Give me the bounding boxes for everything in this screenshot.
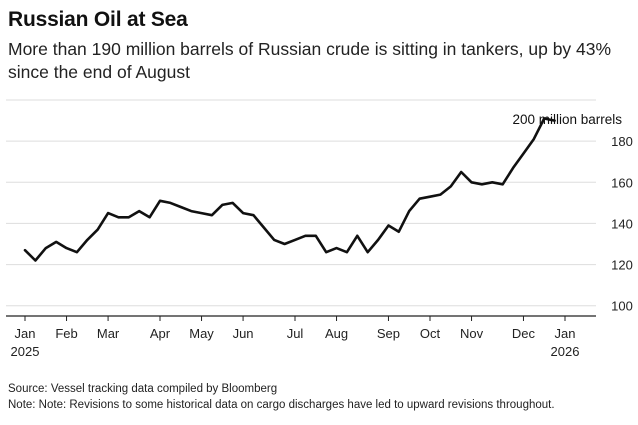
x-tick-label: Jul xyxy=(287,326,304,341)
y-tick-label: 160 xyxy=(611,175,633,190)
y-tick-label: 120 xyxy=(611,258,633,273)
chart-title: Russian Oil at Sea xyxy=(8,8,188,31)
chart-subtitle: More than 190 million barrels of Russian… xyxy=(8,39,612,82)
footnote: Note: Note: Revisions to some historical… xyxy=(8,399,555,411)
x-tick-label: Jan xyxy=(15,326,36,341)
x-tick-year-label: 2026 xyxy=(551,344,580,359)
y-axis-ticks: 100 120 140 160 180 xyxy=(611,134,633,314)
series-line xyxy=(23,117,556,262)
y-tick-label: 140 xyxy=(611,216,633,231)
x-tick-label: Oct xyxy=(420,326,441,341)
grid-lines xyxy=(6,99,596,307)
x-tick-label: Jan xyxy=(555,326,576,341)
source-note: Source: Vessel tracking data compiled by… xyxy=(8,383,278,395)
y-tick-label: 100 xyxy=(611,299,633,314)
x-tick-label: Mar xyxy=(97,326,120,341)
x-tick-label: Sep xyxy=(377,326,400,341)
x-tick-label: Dec xyxy=(512,326,536,341)
x-tick-label: May xyxy=(189,326,214,341)
x-tick-label: Nov xyxy=(460,326,484,341)
x-tick-label: Jun xyxy=(233,326,254,341)
x-tick-label: Feb xyxy=(55,326,77,341)
x-axis: Jan 2025 Feb Mar Apr May Jun Jul Aug Sep Oct Nov Dec… xyxy=(6,315,596,359)
y-tick-label: 180 xyxy=(611,134,633,149)
x-tick-label: Aug xyxy=(325,326,348,341)
unit-label: 200 million barrels xyxy=(512,112,622,127)
x-tick-year-label: 2025 xyxy=(11,344,40,359)
series-group xyxy=(23,117,556,262)
x-tick-label: Apr xyxy=(150,326,171,341)
